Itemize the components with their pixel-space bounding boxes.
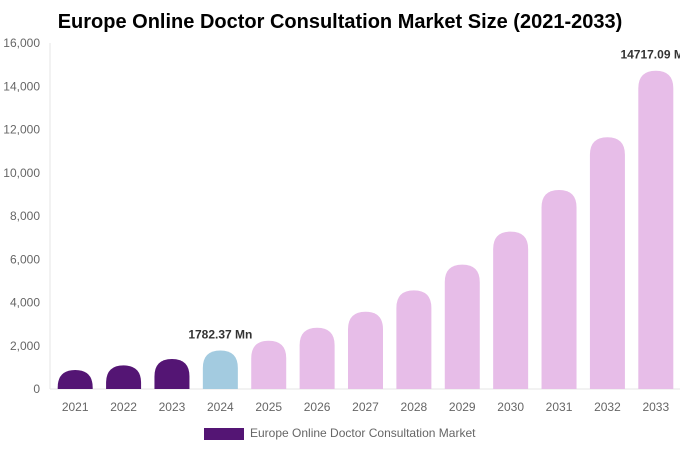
y-tick-label: 4,000 — [10, 296, 40, 310]
x-tick-label: 2023 — [159, 400, 186, 414]
x-tick-label: 2027 — [352, 400, 379, 414]
x-tick-label: 2031 — [546, 400, 573, 414]
legend-label: Europe Online Doctor Consultation Market — [250, 426, 476, 440]
legend-swatch — [204, 428, 244, 440]
y-tick-label: 16,000 — [3, 36, 40, 50]
x-tick-label: 2028 — [401, 400, 428, 414]
x-tick-label: 2021 — [62, 400, 89, 414]
bar-2028 — [396, 290, 432, 389]
y-tick-label: 0 — [33, 382, 40, 396]
x-tick-label: 2024 — [207, 400, 234, 414]
bar-2026 — [299, 327, 335, 389]
data-label-2033: 14717.09 Mn — [620, 48, 680, 62]
bar-2023 — [154, 358, 190, 389]
x-tick-label: 2030 — [497, 400, 524, 414]
x-tick-label: 2032 — [594, 400, 621, 414]
bar-2024 — [202, 350, 238, 389]
bar-2030 — [493, 231, 529, 389]
bar-2029 — [444, 264, 480, 389]
bar-2021 — [57, 369, 93, 389]
y-tick-label: 2,000 — [10, 339, 40, 353]
x-tick-label: 2025 — [255, 400, 282, 414]
x-tick-label: 2033 — [642, 400, 669, 414]
y-tick-label: 6,000 — [10, 252, 40, 266]
y-tick-label: 10,000 — [3, 166, 40, 180]
x-tick-label: 2029 — [449, 400, 476, 414]
x-tick-label: 2026 — [304, 400, 331, 414]
x-tick-label: 2022 — [110, 400, 137, 414]
bar-2032 — [589, 137, 625, 389]
chart-title: Europe Online Doctor Consultation Market… — [58, 11, 623, 33]
bar-2022 — [106, 365, 142, 389]
y-tick-label: 8,000 — [10, 209, 40, 223]
bar-2033 — [638, 70, 674, 390]
y-tick-label: 14,000 — [3, 79, 40, 93]
data-label-2024: 1782.37 Mn — [188, 327, 252, 341]
bar-2027 — [348, 311, 383, 389]
bar-2031 — [541, 190, 577, 389]
y-tick-label: 12,000 — [3, 123, 40, 137]
bar-2025 — [251, 340, 287, 389]
